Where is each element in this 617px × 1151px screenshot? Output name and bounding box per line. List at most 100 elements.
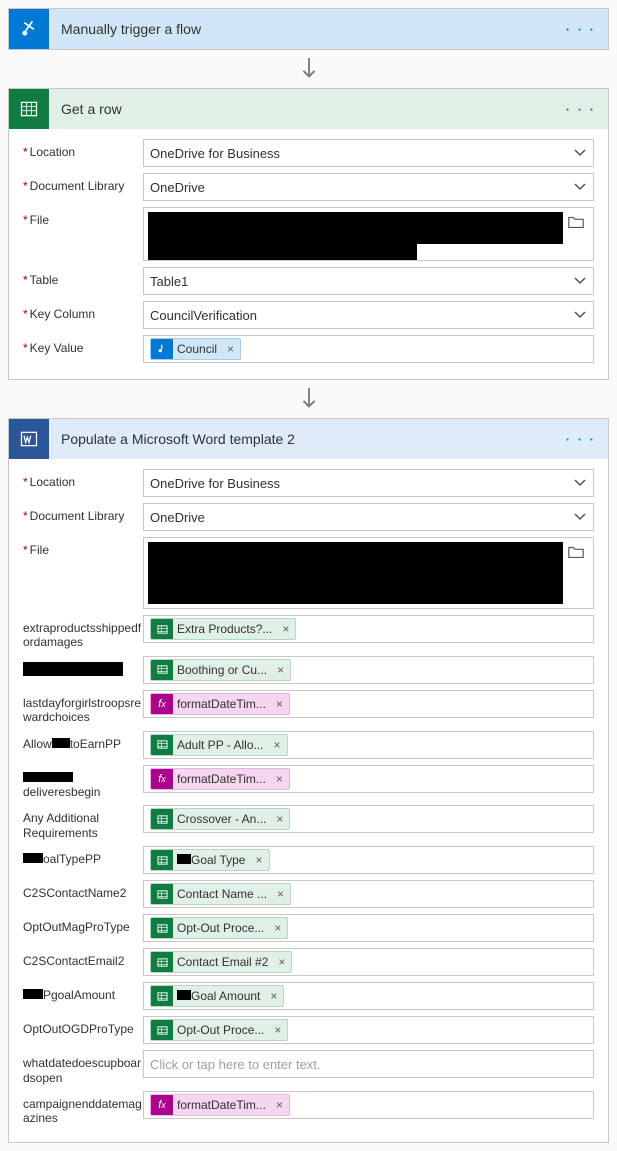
file-picker[interactable] xyxy=(143,207,594,261)
token-text: formatDateTim... xyxy=(173,1098,270,1112)
word-header[interactable]: Populate a Microsoft Word template 2 · ·… xyxy=(9,419,608,459)
param-input[interactable]: Extra Products?...× xyxy=(143,615,594,643)
excel-token-icon xyxy=(151,849,173,871)
token-text: Goal Amount xyxy=(173,989,264,1003)
word-menu-dots[interactable]: · · · xyxy=(566,432,596,447)
token-remove-button[interactable]: × xyxy=(249,853,268,867)
param-label: lastdayforgirlstroopsrewardchoices xyxy=(23,690,143,725)
w-file-picker[interactable] xyxy=(143,537,594,609)
dynamic-token[interactable]: Goal Type× xyxy=(150,849,270,871)
doclib-dropdown[interactable]: OneDrive xyxy=(143,173,594,201)
dynamic-token[interactable]: Opt-Out Proce...× xyxy=(150,1019,288,1041)
dynamic-token[interactable]: Boothing or Cu...× xyxy=(150,659,291,681)
folder-icon[interactable] xyxy=(567,213,587,234)
token-text: formatDateTim... xyxy=(173,697,270,711)
folder-icon[interactable] xyxy=(567,543,587,564)
word-icon xyxy=(9,419,49,459)
token-remove-button[interactable]: × xyxy=(271,887,290,901)
param-input[interactable]: Contact Name ...× xyxy=(143,880,594,908)
token-text: Goal Type xyxy=(173,853,249,867)
param-row: campaignenddatemagazinesfxformatDateTim.… xyxy=(23,1091,594,1126)
token-remove-button[interactable]: × xyxy=(272,955,291,969)
w-location-dropdown[interactable]: OneDrive for Business xyxy=(143,469,594,497)
excel-token-icon xyxy=(151,951,173,973)
token-remove-button[interactable]: × xyxy=(270,812,289,826)
param-input[interactable]: Adult PP - Allo...× xyxy=(143,731,594,759)
token-text: Contact Email #2 xyxy=(173,955,272,969)
trigger-menu-dots[interactable]: · · · xyxy=(566,22,596,37)
param-input[interactable]: Boothing or Cu...× xyxy=(143,656,594,684)
redacted-file-path xyxy=(148,212,563,244)
token-remove-button[interactable]: × xyxy=(271,663,290,677)
param-label: PgoalAmount xyxy=(23,982,143,1002)
param-row: PgoalAmount Goal Amount× xyxy=(23,982,594,1010)
chevron-down-icon xyxy=(573,274,587,288)
dynamic-token[interactable]: fxformatDateTim...× xyxy=(150,1094,290,1116)
dynamic-token[interactable]: fxformatDateTim...× xyxy=(150,693,290,715)
param-input[interactable]: Goal Type× xyxy=(143,846,594,874)
excel-token-icon xyxy=(151,808,173,830)
chevron-down-icon xyxy=(573,476,587,490)
dynamic-token[interactable]: Contact Email #2× xyxy=(150,951,292,973)
param-input[interactable]: fxformatDateTim...× xyxy=(143,1091,594,1119)
token-remove-button[interactable]: × xyxy=(270,772,289,786)
token-remove-button[interactable]: × xyxy=(270,697,289,711)
token-text: formatDateTim... xyxy=(173,772,270,786)
token-remove-button[interactable]: × xyxy=(268,738,287,752)
token-remove-button[interactable]: × xyxy=(268,1023,287,1037)
param-label: oalTypePP xyxy=(23,846,143,866)
chevron-down-icon xyxy=(573,180,587,194)
param-label: C2SContactEmail2 xyxy=(23,948,143,968)
token-remove-button[interactable]: × xyxy=(264,989,283,1003)
dynamic-token[interactable]: Adult PP - Allo...× xyxy=(150,734,288,756)
getrow-card: Get a row · · · Location OneDrive for Bu… xyxy=(8,88,609,380)
trigger-card: Manually trigger a flow · · · xyxy=(8,8,609,50)
param-input[interactable]: Goal Amount× xyxy=(143,982,594,1010)
token-remove-button[interactable]: × xyxy=(221,342,240,356)
dynamic-token[interactable]: Contact Name ...× xyxy=(150,883,291,905)
dynamic-token-council[interactable]: Council × xyxy=(150,338,241,360)
param-label xyxy=(23,656,143,679)
param-input[interactable]: fxformatDateTim...× xyxy=(143,765,594,793)
param-row: OptOutOGDProTypeOpt-Out Proce...× xyxy=(23,1016,594,1044)
table-dropdown[interactable]: Table1 xyxy=(143,267,594,295)
token-remove-button[interactable]: × xyxy=(268,921,287,935)
param-input[interactable]: Click or tap here to enter text. xyxy=(143,1050,594,1078)
param-row: extraproductsshippedfordamagesExtra Prod… xyxy=(23,615,594,650)
param-row: C2SContactEmail2 Contact Email #2× xyxy=(23,948,594,976)
keycol-label: Key Column xyxy=(23,301,143,321)
placeholder-text: Click or tap here to enter text. xyxy=(150,1057,587,1072)
word-title: Populate a Microsoft Word template 2 xyxy=(49,431,566,447)
token-remove-button[interactable]: × xyxy=(276,622,295,636)
location-label: Location xyxy=(23,139,143,159)
excel-token-icon xyxy=(151,883,173,905)
w-doclib-dropdown[interactable]: OneDrive xyxy=(143,503,594,531)
param-input[interactable]: fxformatDateTim...× xyxy=(143,690,594,718)
location-dropdown[interactable]: OneDrive for Business xyxy=(143,139,594,167)
excel-token-icon xyxy=(151,917,173,939)
dynamic-token[interactable]: Crossover - An...× xyxy=(150,808,290,830)
excel-token-icon xyxy=(151,1019,173,1041)
param-label: AllowtoEarnPP xyxy=(23,731,143,751)
keyval-input[interactable]: Council × xyxy=(143,335,594,363)
keycol-dropdown[interactable]: CouncilVerification xyxy=(143,301,594,329)
param-input[interactable]: Opt-Out Proce...× xyxy=(143,914,594,942)
dynamic-token[interactable]: Extra Products?...× xyxy=(150,618,296,640)
w-location-label: Location xyxy=(23,469,143,489)
token-text: Boothing or Cu... xyxy=(173,663,271,677)
getrow-menu-dots[interactable]: · · · xyxy=(566,102,596,117)
dynamic-token[interactable]: Goal Amount× xyxy=(150,985,284,1007)
dynamic-token[interactable]: fxformatDateTim...× xyxy=(150,768,290,790)
param-input[interactable]: Opt-Out Proce...× xyxy=(143,1016,594,1044)
trigger-header[interactable]: Manually trigger a flow · · · xyxy=(9,9,608,49)
getrow-header[interactable]: Get a row · · · xyxy=(9,89,608,129)
param-input[interactable]: Crossover - An...× xyxy=(143,805,594,833)
word-card: Populate a Microsoft Word template 2 · ·… xyxy=(8,418,609,1143)
param-input[interactable]: Contact Email #2× xyxy=(143,948,594,976)
token-text: Crossover - An... xyxy=(173,812,270,826)
param-row: Boothing or Cu...× xyxy=(23,656,594,684)
dynamic-token[interactable]: Opt-Out Proce...× xyxy=(150,917,288,939)
param-row: OptOutMagProTypeOpt-Out Proce...× xyxy=(23,914,594,942)
param-row: oalTypePP Goal Type× xyxy=(23,846,594,874)
token-remove-button[interactable]: × xyxy=(270,1098,289,1112)
